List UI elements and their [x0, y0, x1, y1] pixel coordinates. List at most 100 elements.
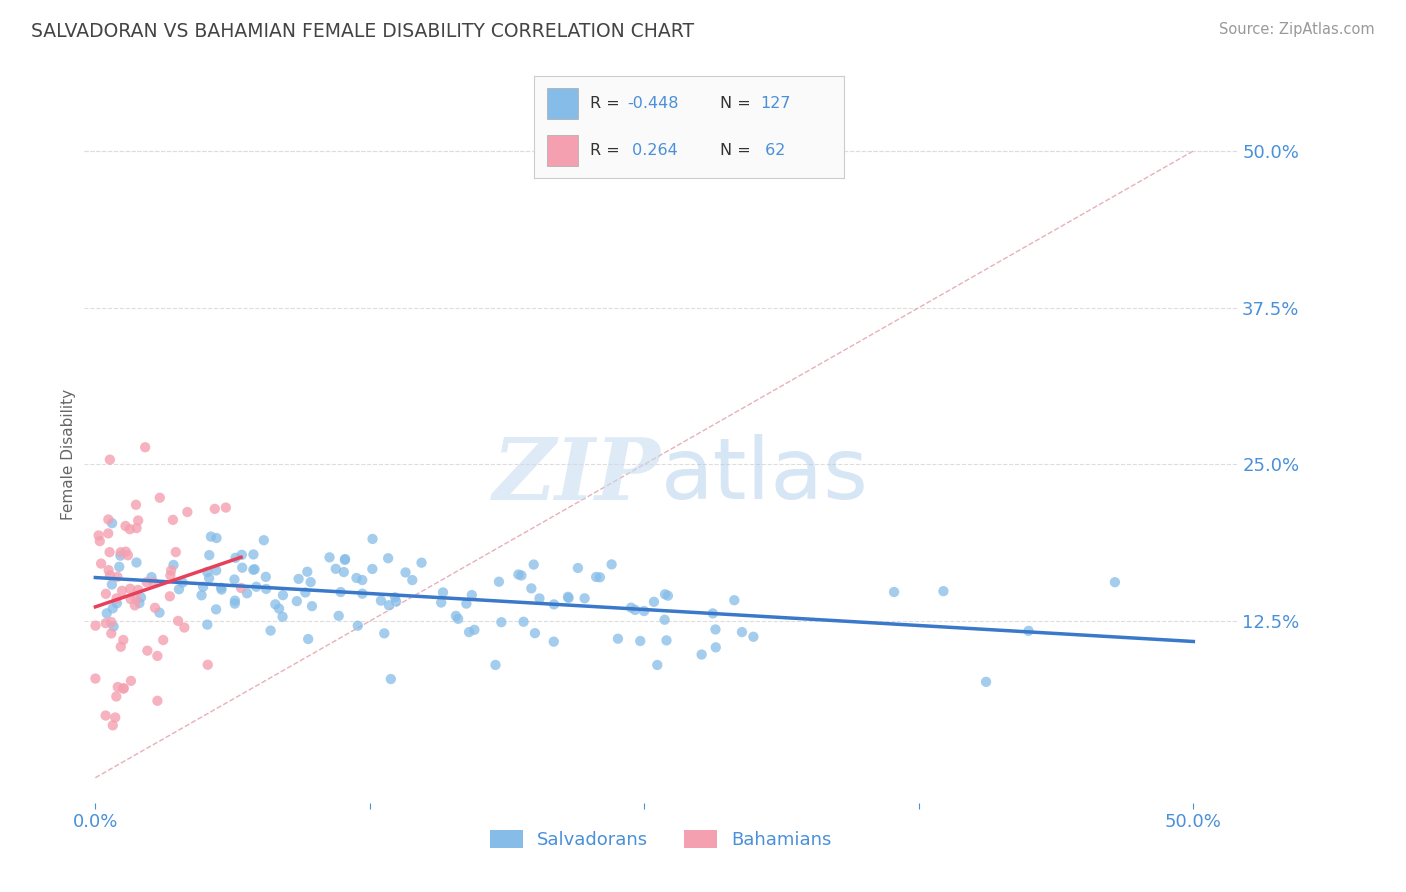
Point — [224, 597, 246, 611]
Point — [124, 599, 146, 613]
Point — [299, 575, 322, 590]
Point — [172, 575, 194, 590]
Point — [97, 526, 120, 541]
Point — [224, 550, 246, 565]
Text: R =: R = — [591, 96, 624, 111]
Point — [378, 599, 401, 613]
Point — [127, 514, 149, 528]
Point — [118, 522, 141, 536]
Point — [1104, 575, 1126, 590]
Point — [152, 633, 174, 648]
Point — [110, 549, 132, 563]
Point — [173, 620, 195, 634]
Y-axis label: Female Disability: Female Disability — [60, 389, 76, 521]
Point — [567, 561, 589, 575]
Point — [224, 593, 246, 607]
Point — [333, 553, 356, 567]
Point — [98, 545, 121, 559]
Point — [146, 648, 169, 663]
Point — [600, 558, 623, 572]
Point — [557, 591, 579, 605]
Point — [149, 491, 172, 505]
Point — [557, 590, 579, 604]
Point — [101, 601, 124, 615]
Point — [142, 575, 165, 590]
Point — [461, 588, 484, 602]
Point — [484, 657, 506, 672]
Point — [297, 565, 319, 579]
Point — [105, 690, 128, 704]
FancyBboxPatch shape — [547, 136, 578, 166]
Point — [160, 564, 183, 578]
Point — [585, 570, 607, 584]
Point — [287, 572, 309, 586]
Text: Source: ZipAtlas.com: Source: ZipAtlas.com — [1219, 22, 1375, 37]
Point — [215, 500, 238, 515]
Point — [211, 582, 233, 597]
Point — [508, 567, 530, 582]
Point — [361, 532, 384, 546]
Point — [94, 616, 117, 631]
Point — [301, 599, 323, 614]
Point — [110, 545, 132, 559]
Point — [346, 618, 368, 632]
Point — [136, 643, 159, 657]
Point — [167, 614, 190, 628]
Point — [108, 559, 131, 574]
Point — [512, 615, 534, 629]
Point — [589, 570, 612, 584]
Point — [328, 608, 350, 623]
Point — [191, 580, 214, 594]
Point — [89, 534, 111, 549]
Point — [620, 600, 643, 615]
Point — [120, 582, 142, 596]
Point — [205, 602, 228, 616]
Point — [1018, 624, 1040, 638]
Point — [96, 607, 118, 621]
Point — [271, 609, 294, 624]
Point — [143, 600, 166, 615]
Point — [236, 586, 259, 600]
Point — [195, 617, 218, 632]
Point — [204, 501, 226, 516]
Text: atlas: atlas — [661, 434, 869, 517]
Point — [346, 571, 368, 585]
Text: N =: N = — [720, 144, 756, 158]
Point — [430, 595, 453, 609]
Point — [318, 550, 340, 565]
Point — [127, 582, 149, 597]
Point — [190, 588, 212, 602]
Point — [176, 505, 198, 519]
Point — [543, 598, 565, 612]
Point — [352, 587, 374, 601]
Point — [245, 580, 267, 594]
Point — [333, 565, 356, 579]
Point — [458, 625, 481, 640]
Point — [120, 673, 142, 688]
Text: N =: N = — [720, 96, 756, 111]
Point — [224, 573, 246, 587]
Point — [101, 577, 124, 591]
Point — [205, 564, 228, 578]
Point — [254, 570, 277, 584]
Point — [377, 551, 399, 566]
Point — [134, 440, 156, 454]
Point — [932, 584, 955, 599]
Point — [129, 591, 152, 605]
Point — [723, 593, 745, 607]
Point — [657, 589, 679, 603]
Point — [742, 630, 765, 644]
Point — [110, 640, 132, 654]
Point — [198, 548, 221, 562]
Point — [384, 591, 406, 605]
Point — [114, 519, 136, 533]
Point — [510, 568, 533, 582]
Point — [97, 563, 120, 577]
Point — [105, 596, 128, 610]
Point — [90, 557, 112, 571]
Point — [394, 566, 416, 580]
Point — [165, 545, 187, 559]
Point — [146, 694, 169, 708]
Point — [242, 563, 264, 577]
Point — [690, 648, 713, 662]
